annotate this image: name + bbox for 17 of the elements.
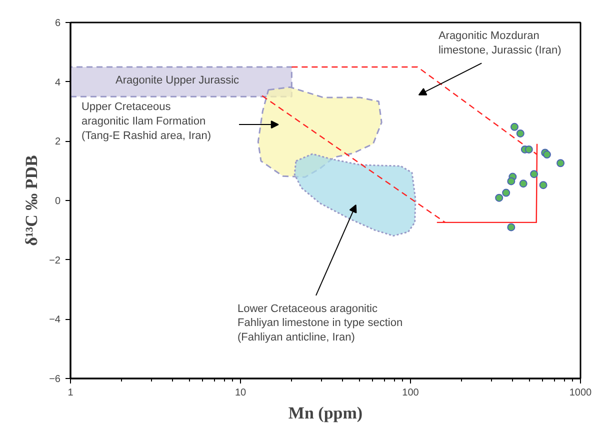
x-axis-title: Mn (ppm)	[288, 404, 363, 422]
y-tick-label: −2	[49, 255, 61, 266]
y-tick-label: −6	[49, 374, 61, 385]
annotation: Aragonitic Mozduran limestone, Jurassic (Iran)	[438, 30, 562, 56]
y-tick-label: −4	[49, 314, 61, 326]
y-tick-label: 0	[54, 196, 61, 207]
y-axis-title: δ¹³C ‰ PDB	[22, 155, 42, 246]
y-tick-label: 2	[54, 136, 61, 148]
annotation: Upper Cretaceous aragonitic Ilam Formation (Tang-E Rashid area, Iran)	[81, 101, 212, 142]
x-tick-label: 1	[68, 388, 74, 398]
x-tick-label: 10	[234, 388, 246, 398]
y-tick-label: 6	[54, 18, 61, 29]
x-tick-label: 100	[402, 388, 420, 398]
annotation: Aragonite Upper Jurassic	[116, 74, 240, 86]
x-tick-label: 1000	[569, 388, 592, 398]
annotation: Lower Cretaceous aragonitic Fahliyan limestone in type section (Fahliyan anticline, Iran)	[237, 302, 403, 344]
y-tick-label: 4	[54, 77, 61, 88]
